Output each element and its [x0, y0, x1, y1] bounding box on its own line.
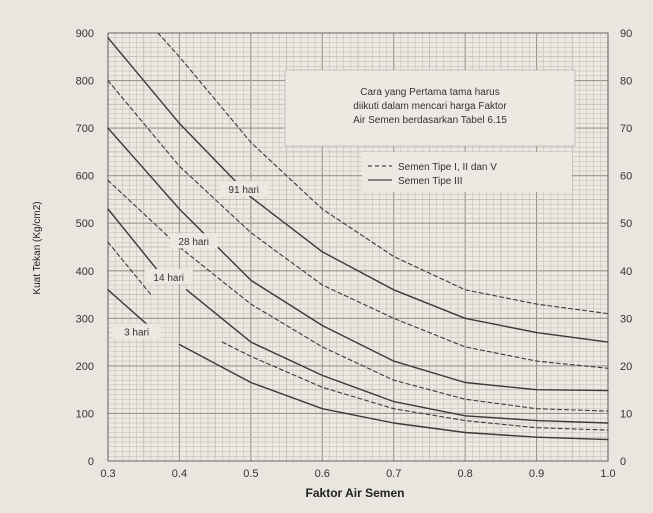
x-axis-label: Faktor Air Semen [306, 486, 405, 500]
y-right-tick-label: 10 [620, 408, 632, 420]
y-right-tick-label: 0 [620, 456, 626, 468]
curve-dashed [157, 32, 609, 315]
x-tick-label: 0.7 [386, 468, 401, 480]
curve-dashed [107, 80, 609, 369]
y-tick-label: 600 [76, 171, 94, 183]
curves [107, 32, 609, 441]
y-axis-label: Kuat Tekan (Kg/cm2) [32, 201, 43, 294]
curve-label-background [144, 268, 193, 284]
curve-label-background [219, 180, 268, 196]
curve-label: 91 hari [228, 185, 259, 196]
y-right-tick-label: 80 [620, 76, 632, 88]
y-tick-label: 300 [76, 313, 94, 325]
legend-label-dashed: Semen Tipe I, II dan V [398, 162, 497, 173]
y-tick-label: 100 [76, 408, 94, 420]
curve-solid [107, 289, 152, 329]
curve-solid [107, 127, 609, 392]
y-right-tick-label: 60 [620, 171, 632, 183]
y-tick-label: 200 [76, 361, 94, 373]
plot-frame [107, 32, 609, 462]
y-right-tick-label: 40 [620, 266, 632, 278]
y-tick-label: 800 [76, 76, 94, 88]
curve-label-background [169, 233, 218, 249]
annotation-line-3: Air Semen berdasarkan Tabel 6.15 [353, 115, 507, 126]
x-tick-label: 1.0 [600, 468, 615, 480]
y-tick-label: 500 [76, 218, 94, 230]
x-tick-label: 0.4 [172, 468, 187, 480]
x-tick-label: 0.5 [243, 468, 258, 480]
curve-solid [107, 37, 609, 343]
curve-dashed [107, 241, 152, 296]
axes: 0.3 0.4 0.5 0.6 0.7 0.8 0.9 1.00100200300400500… [76, 28, 633, 480]
curve-dashed [107, 179, 609, 412]
legend-label-solid: Semen Tipe III [398, 176, 462, 187]
curve-solid [107, 208, 159, 272]
x-tick-label: 0.6 [315, 468, 330, 480]
curve-dashed [221, 341, 609, 431]
curve-solid [185, 289, 609, 424]
curve-labels: 91 hari 28 hari 14 hari 3 hari [112, 180, 268, 339]
x-tick-label: 0.3 [100, 468, 115, 480]
y-right-tick-label: 20 [620, 361, 632, 373]
x-tick-label: 0.9 [529, 468, 544, 480]
x-tick-label: 0.8 [457, 468, 472, 480]
y-tick-label: 900 [76, 28, 94, 40]
y-right-tick-label: 50 [620, 218, 632, 230]
annotation-box: Cara yang Pertama tama harus diikuti dal… [284, 69, 576, 147]
annotation-line-2: diikuti dalam mencari harga Faktor [353, 101, 507, 112]
y-tick-label: 0 [88, 456, 94, 468]
y-right-tick-label: 70 [620, 123, 632, 135]
curve-label: 3 hari [124, 328, 149, 339]
curve-label-background [112, 323, 161, 339]
curve-solid [178, 343, 609, 441]
y-tick-label: 400 [76, 266, 94, 278]
legend: Semen Tipe I, II dan V Semen Tipe III [362, 152, 572, 192]
curve-label: 28 hari [178, 237, 209, 248]
curve-label: 14 hari [153, 273, 184, 284]
y-right-tick-label: 90 [620, 28, 632, 40]
annotation-line-1: Cara yang Pertama tama harus [360, 87, 500, 98]
y-right-tick-label: 30 [620, 313, 632, 325]
y-tick-label: 700 [76, 123, 94, 135]
